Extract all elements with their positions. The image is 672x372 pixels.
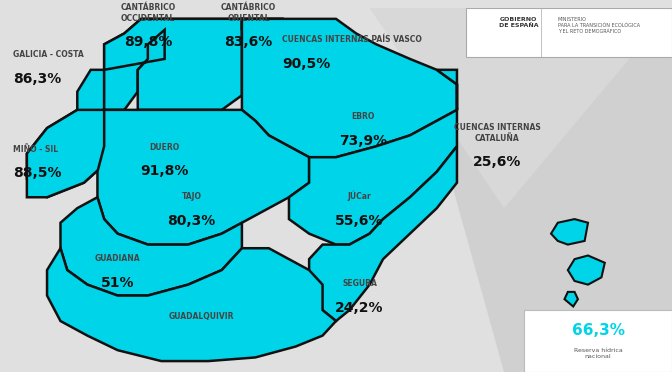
Text: 86,3%: 86,3% [13,72,62,86]
Text: SEGURA: SEGURA [342,279,377,288]
Text: 25,6%: 25,6% [473,155,521,169]
Text: 24,2%: 24,2% [335,301,384,315]
Text: DUERO: DUERO [149,143,180,152]
Text: MINISTERIO
PARA LA TRANSICIÓN ECOLÓGICA
Y EL RETO DEMOGRÁFICO: MINISTERIO PARA LA TRANSICIÓN ECOLÓGICA … [558,17,640,33]
Text: CANTÁBRICO
ORIENTAL: CANTÁBRICO ORIENTAL [221,3,276,22]
Text: TAJO: TAJO [181,192,202,201]
Polygon shape [551,219,588,244]
Polygon shape [104,19,165,110]
Text: GALICIA - COSTA: GALICIA - COSTA [13,50,84,59]
Text: 83,6%: 83,6% [224,35,273,49]
Polygon shape [564,292,578,307]
Polygon shape [242,19,457,157]
Text: GUADIANA: GUADIANA [95,254,140,263]
Text: 66,3%: 66,3% [572,323,624,338]
Polygon shape [60,197,242,295]
Text: GUADALQUIVIR: GUADALQUIVIR [169,312,235,321]
Text: 80,3%: 80,3% [167,214,216,228]
Text: CUENCAS INTERNAS
CATALUÑA: CUENCAS INTERNAS CATALUÑA [454,123,541,142]
FancyBboxPatch shape [524,310,672,372]
Polygon shape [289,110,457,244]
Polygon shape [27,70,118,197]
Text: MIÑO - SIL: MIÑO - SIL [13,145,58,154]
Polygon shape [403,8,672,372]
Text: 91,8%: 91,8% [140,164,189,179]
Text: CUENCAS INTERNAS PAÍS VASCO: CUENCAS INTERNAS PAÍS VASCO [282,35,422,44]
Text: CANTÁBRICO
OCCIDENTAL: CANTÁBRICO OCCIDENTAL [120,3,175,22]
Polygon shape [309,146,457,321]
Text: 55,6%: 55,6% [335,214,384,228]
Polygon shape [104,19,292,110]
Text: JÚCar: JÚCar [347,190,372,201]
Text: Reserva hídrica
nacional: Reserva hídrica nacional [574,348,622,359]
Text: GOBIERNO
DE ESPAÑA: GOBIERNO DE ESPAÑA [499,17,538,28]
Text: 73,9%: 73,9% [339,134,387,148]
Text: 51%: 51% [101,276,134,289]
Polygon shape [370,8,672,208]
Text: EBRO: EBRO [351,112,374,121]
Polygon shape [27,110,118,197]
Polygon shape [437,70,457,110]
Polygon shape [561,321,571,332]
Polygon shape [165,19,242,44]
Text: 90,5%: 90,5% [282,57,331,71]
Text: 88,5%: 88,5% [13,166,62,180]
Polygon shape [242,19,292,59]
Polygon shape [568,256,605,285]
Polygon shape [97,110,309,244]
Text: 89,8%: 89,8% [124,35,172,49]
FancyBboxPatch shape [466,8,672,57]
Polygon shape [47,248,336,361]
